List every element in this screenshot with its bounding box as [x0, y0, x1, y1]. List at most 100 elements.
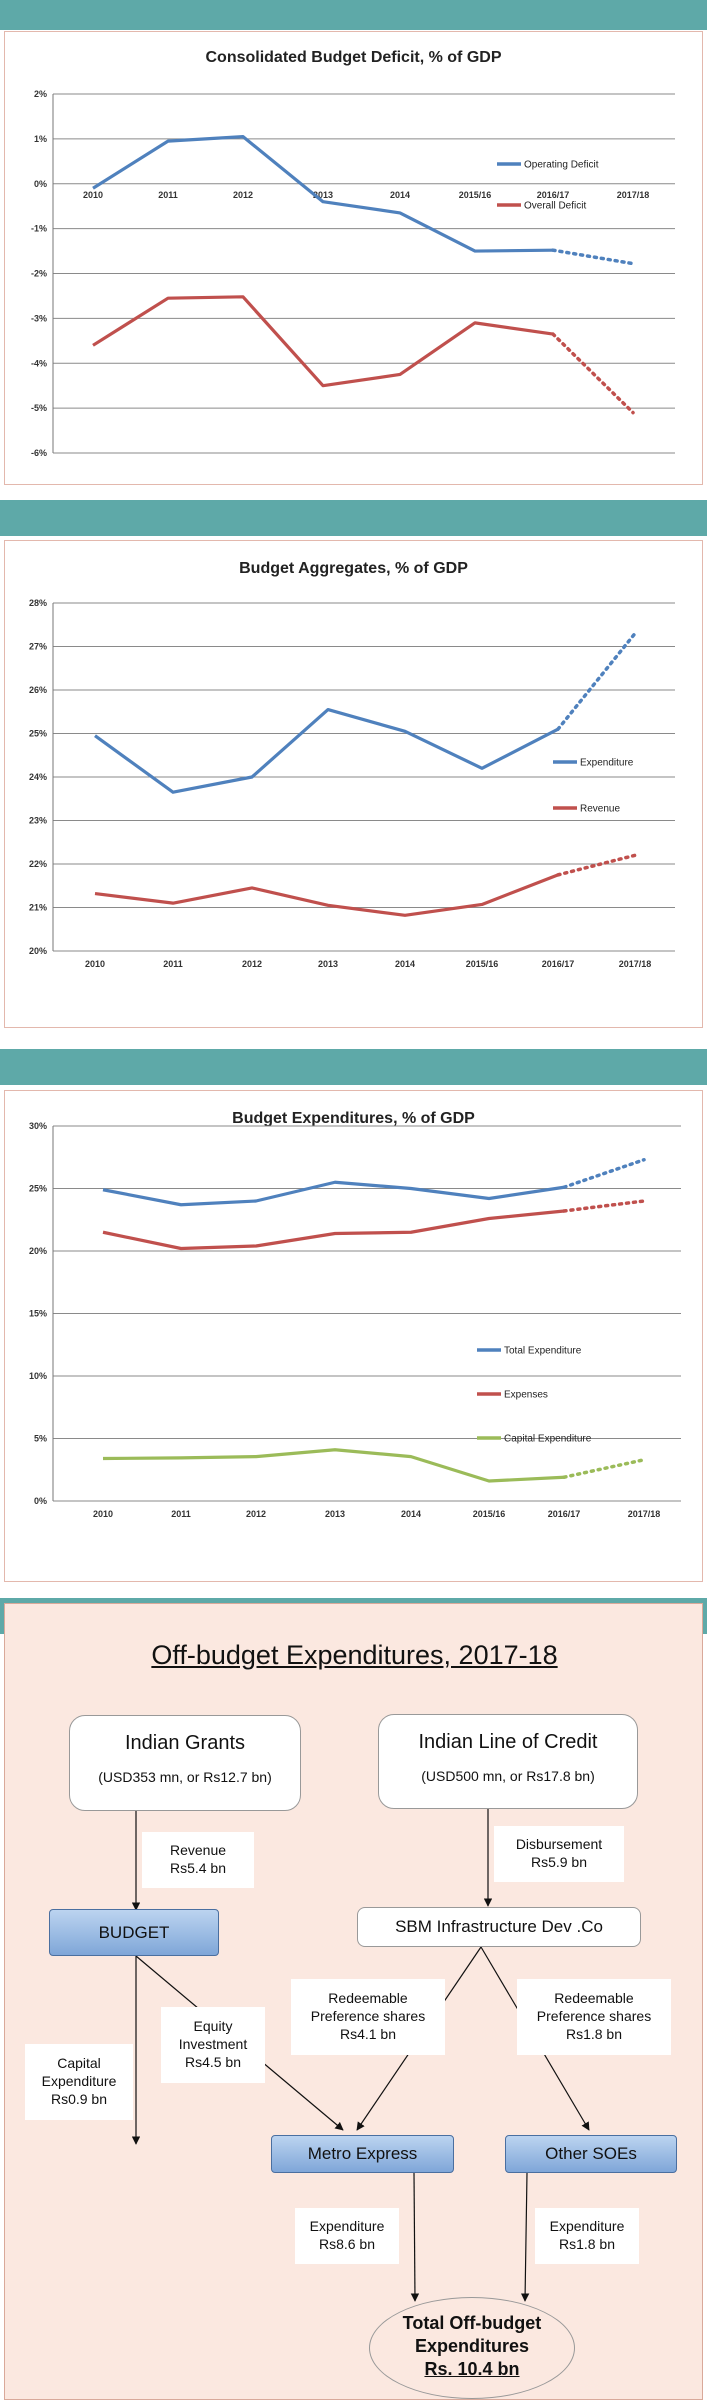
- y-tick-label: 20%: [29, 946, 47, 956]
- metro-expenditure-line2: Rs8.6 bn: [318, 2236, 376, 2252]
- series-projection-1: [556, 631, 637, 731]
- series-line-2: [102, 1209, 565, 1251]
- header-band-3: [0, 1049, 707, 1085]
- pref-soes-line1: Redeemable: [554, 1990, 634, 2006]
- series-line-2: [94, 873, 559, 917]
- equity-investment-line3: Rs4.5 bn: [184, 2054, 242, 2070]
- arrow-soes-total: [520, 2172, 530, 2302]
- y-tick-label: -6%: [31, 448, 47, 458]
- x-tick-label: 2011: [158, 190, 178, 200]
- other-soes-label: Other SOEs: [545, 2144, 637, 2163]
- x-tick-label: 2015/16: [466, 959, 499, 969]
- y-tick-label: 25%: [29, 729, 47, 739]
- y-tick-label: 26%: [29, 685, 47, 695]
- indian-grants-box: Indian Grants (USD353 mn, or Rs12.7 bn): [69, 1715, 301, 1811]
- pref-soes-line3: Rs1.8 bn: [565, 2026, 623, 2042]
- metro-expenditure-label: Expenditure Rs8.6 bn: [295, 2208, 399, 2264]
- y-tick-label: 30%: [29, 1121, 47, 1131]
- legend-label: Total Expenditure: [504, 1346, 582, 1357]
- series-line-2: [92, 295, 554, 388]
- budget-box: BUDGET: [49, 1909, 219, 1956]
- revenue-label: Revenue Rs5.4 bn: [142, 1832, 254, 1888]
- equity-investment-line2: Investment: [178, 2036, 248, 2052]
- disbursement-label-line1: Disbursement: [515, 1836, 603, 1852]
- x-tick-label: 2017/18: [617, 190, 650, 200]
- series-projection-2: [551, 332, 635, 415]
- capital-expenditure-line1: Capital: [57, 2055, 101, 2071]
- x-tick-label: 2017/18: [619, 959, 652, 969]
- y-tick-label: -5%: [31, 403, 47, 413]
- line-of-credit-amount: (USD500 mn, or Rs17.8 bn): [421, 1768, 595, 1784]
- offbudget-diagram: Off-budget Expenditures, 2017-18 Indian …: [4, 1603, 703, 2400]
- y-tick-label: 15%: [29, 1309, 47, 1319]
- sbm-label: SBM Infrastructure Dev .Co: [395, 1917, 603, 1936]
- header-band-2: [0, 500, 707, 536]
- other-soes-box: Other SOEs: [505, 2135, 677, 2173]
- y-tick-label: 0%: [34, 1496, 47, 1506]
- y-tick-label: 1%: [34, 134, 47, 144]
- chart-panel-expenditures: Budget Expenditures, % of GDP 0% 5% 10% 15% 2…: [4, 1090, 703, 1582]
- chart-expenditures: Budget Expenditures, % of GDP 0% 5% 10% 15% 2…: [29, 1110, 681, 1519]
- x-tick-label: 2017/18: [628, 1509, 661, 1519]
- y-tick-label: 21%: [29, 903, 47, 913]
- indian-grants-title: Indian Grants: [124, 1732, 246, 1754]
- x-tick-label: 2016/17: [542, 959, 575, 969]
- series-projection-2: [562, 1199, 646, 1213]
- soes-expenditure-line1: Expenditure: [549, 2218, 625, 2234]
- disbursement-label: Disbursement Rs5.9 bn: [494, 1826, 624, 1882]
- preference-shares-soes-label: Redeemable Preference shares Rs1.8 bn: [517, 1979, 671, 2055]
- series-line-3: [102, 1448, 565, 1483]
- series-line-1: [102, 1180, 565, 1207]
- equity-investment-line1: Equity: [193, 2018, 233, 2034]
- indian-grants-amount: (USD353 mn, or Rs12.7 bn): [98, 1769, 272, 1785]
- budget-label: BUDGET: [98, 1923, 170, 1942]
- pref-metro-line2: Preference shares: [310, 2008, 426, 2024]
- y-tick-label: 2%: [34, 89, 47, 99]
- chart-aggregates: Budget Aggregates, % of GDP 20% 21% 22% 23% 2…: [29, 560, 675, 969]
- metro-express-label: Metro Express: [307, 2144, 418, 2163]
- series-line-1: [94, 707, 559, 794]
- y-tick-label: 20%: [29, 1246, 47, 1256]
- y-tick-label: 5%: [34, 1434, 47, 1444]
- legend-label: Overall Deficit: [524, 201, 586, 212]
- y-tick-label: -1%: [31, 224, 47, 234]
- preference-shares-metro-label: Redeemable Preference shares Rs4.1 bn: [291, 1979, 445, 2055]
- chart-title: Budget Expenditures, % of GDP: [232, 1110, 475, 1127]
- chart-panel-aggregates: Budget Aggregates, % of GDP 20% 21% 22% 23% 2…: [4, 540, 703, 1028]
- x-tick-label: 2012: [233, 190, 253, 200]
- y-tick-label: 10%: [29, 1371, 47, 1381]
- equity-investment-label: Equity Investment Rs4.5 bn: [161, 2007, 265, 2083]
- y-tick-label: -3%: [31, 313, 47, 323]
- pref-metro-line1: Redeemable: [328, 1990, 408, 2006]
- x-tick-label: 2016/17: [537, 190, 570, 200]
- series-line-1: [92, 135, 554, 253]
- y-tick-label: 28%: [29, 598, 47, 608]
- diagram-title: Off-budget Expenditures, 2017-18: [151, 1640, 558, 1670]
- x-tick-label: 2014: [395, 959, 415, 969]
- x-tick-label: 2010: [83, 190, 103, 200]
- y-tick-label: -4%: [31, 358, 47, 368]
- x-tick-label: 2011: [163, 959, 183, 969]
- series-projection-2: [556, 853, 637, 877]
- y-tick-label: 0%: [34, 179, 47, 189]
- pref-soes-line2: Preference shares: [536, 2008, 652, 2024]
- y-tick-label: 23%: [29, 816, 47, 826]
- total-line1: Total Off-budget: [402, 2313, 542, 2333]
- revenue-label-line2: Rs5.4 bn: [169, 1860, 227, 1876]
- soes-expenditure-label: Expenditure Rs1.8 bn: [535, 2208, 639, 2264]
- legend-label: Operating Deficit: [524, 160, 599, 171]
- legend-label: Capital Expenditure: [504, 1434, 592, 1445]
- arrow-metro-total: [410, 2172, 420, 2302]
- x-tick-label: 2014: [390, 190, 410, 200]
- legend-label: Expenses: [504, 1390, 548, 1401]
- x-tick-label: 2016/17: [548, 1509, 581, 1519]
- chart-title: Budget Aggregates, % of GDP: [239, 560, 468, 577]
- header-band-1: [0, 0, 707, 30]
- series-projection-1: [562, 1158, 646, 1189]
- legend-label: Expenditure: [580, 758, 634, 769]
- total-line2: Expenditures: [414, 2336, 530, 2356]
- pref-metro-line3: Rs4.1 bn: [339, 2026, 397, 2042]
- revenue-label-line1: Revenue: [169, 1842, 227, 1858]
- x-tick-label: 2013: [325, 1509, 345, 1519]
- chart-title: Consolidated Budget Deficit, % of GDP: [205, 49, 501, 66]
